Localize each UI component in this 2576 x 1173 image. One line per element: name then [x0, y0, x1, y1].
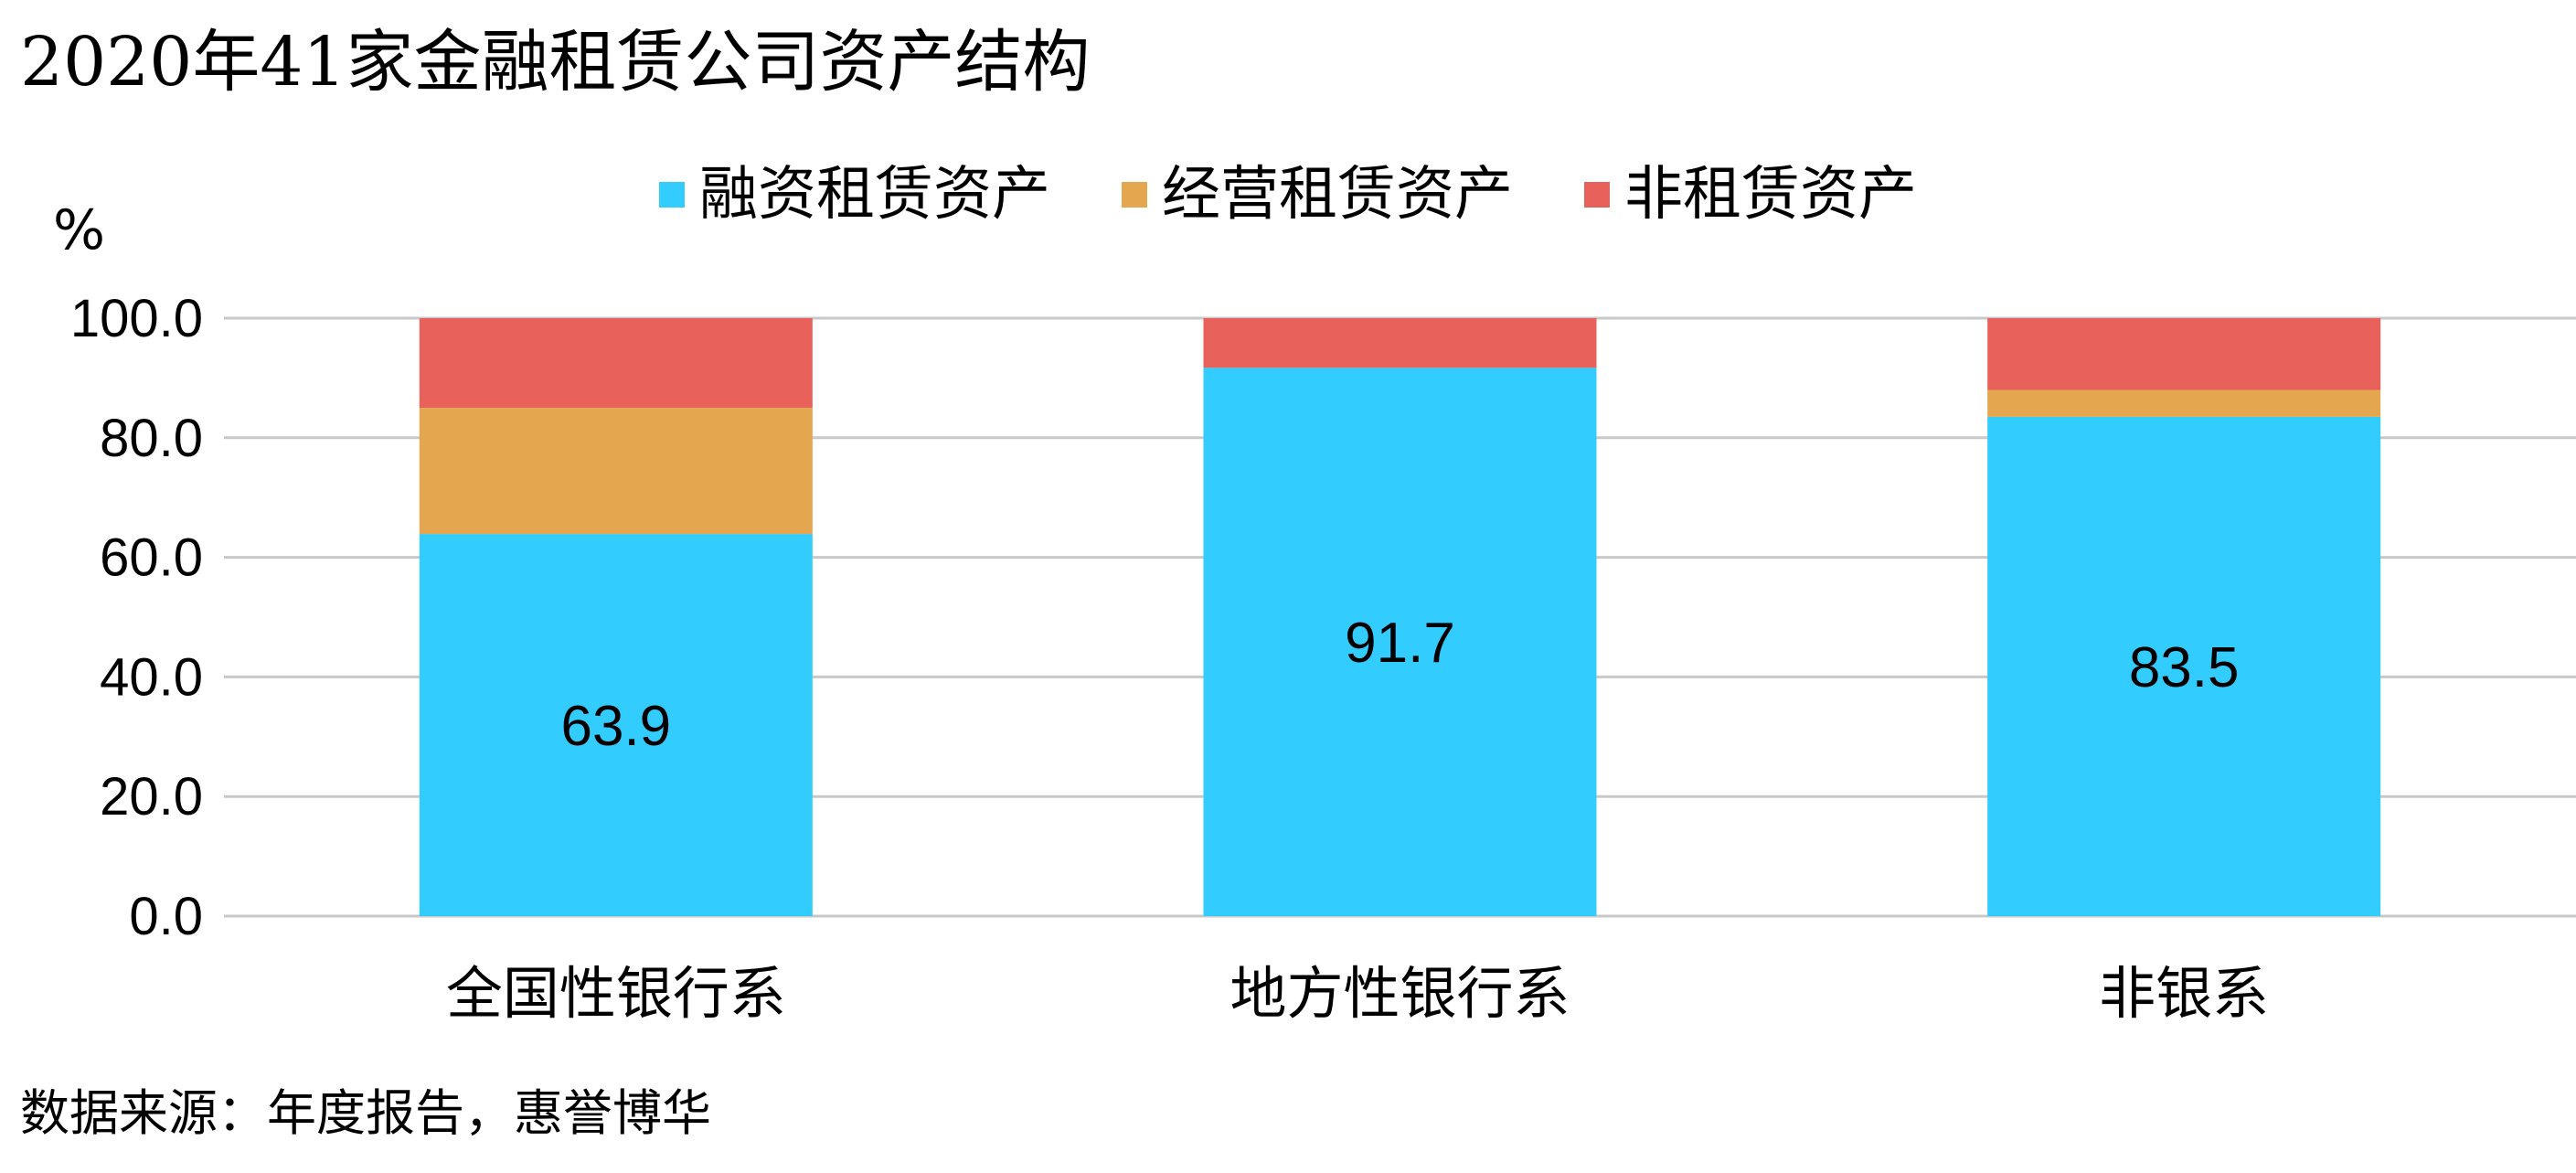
legend-label-financing: 融资租赁资产	[699, 161, 1050, 229]
legend: 融资租赁资产 经营租赁资产 非租赁资产	[0, 154, 2576, 236]
legend-label-non-lease: 非租赁资产	[1624, 161, 1917, 229]
bar-segment	[1203, 318, 1597, 368]
bar-segment	[419, 534, 813, 916]
source-note: 数据来源：年度报告，惠誉博华	[20, 1084, 711, 1142]
y-tick-label: 40.0	[100, 647, 203, 707]
data-label: 91.7	[1345, 612, 1455, 675]
y-tick-label: 0.0	[129, 887, 203, 946]
legend-item-non-lease: 非租赁资产	[1584, 154, 1917, 236]
x-tick-label: 非银系	[2099, 963, 2269, 1026]
x-tick-label: 全国性银行系	[446, 963, 786, 1026]
y-tick-label: 80.0	[100, 409, 203, 468]
legend-item-operating: 经营租赁资产	[1122, 154, 1513, 236]
legend-swatch-operating	[1122, 182, 1147, 208]
y-tick-label: 20.0	[100, 767, 203, 826]
data-label: 63.9	[560, 695, 671, 758]
legend-item-financing: 融资租赁资产	[659, 154, 1050, 236]
legend-label-operating: 经营租赁资产	[1162, 161, 1513, 229]
bar-segment	[1987, 416, 2381, 916]
legend-swatch-financing	[659, 182, 685, 208]
bar-segment	[1987, 389, 2381, 417]
chart-title: 2020年41家金融租赁公司资产结构	[20, 23, 1091, 101]
bar-segment	[1203, 368, 1597, 917]
data-label: 83.5	[2129, 636, 2240, 699]
y-tick-label: 100.0	[70, 289, 203, 348]
y-tick-label: 60.0	[100, 528, 203, 588]
y-axis-unit: %	[53, 198, 106, 262]
legend-swatch-non-lease	[1584, 182, 1610, 208]
bar-segment	[419, 408, 813, 535]
bar-segment	[1987, 318, 2381, 390]
bar-segment	[419, 318, 813, 409]
x-tick-label: 地方性银行系	[1229, 963, 1570, 1026]
